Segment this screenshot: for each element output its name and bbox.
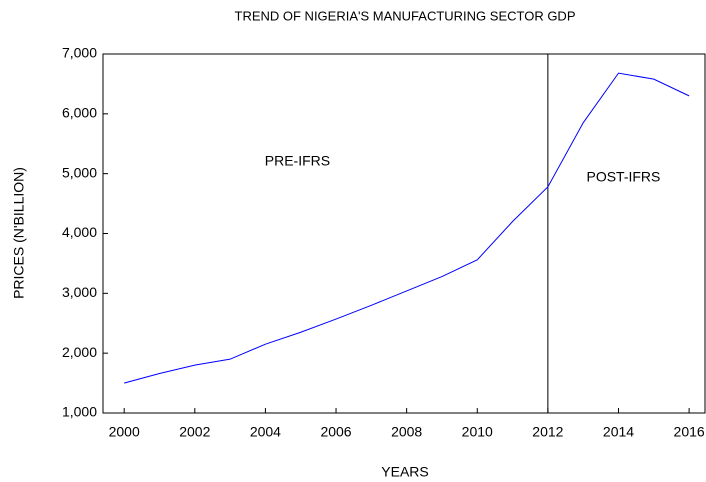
y-tick-label: 2,000 <box>62 344 97 360</box>
chart-title: TREND OF NIGERIA'S MANUFACTURING SECTOR … <box>235 8 576 23</box>
annotation: PRE-IFRS <box>265 153 330 169</box>
x-tick-label: 2000 <box>109 424 140 440</box>
x-tick-label: 2014 <box>603 424 634 440</box>
x-tick-label: 2010 <box>462 424 493 440</box>
y-tick-label: 4,000 <box>62 224 97 240</box>
annotation: POST-IFRS <box>586 169 660 185</box>
y-tick-label: 1,000 <box>62 404 97 420</box>
y-axis-label: PRICES (N'BILLION) <box>11 167 27 299</box>
y-tick-label: 7,000 <box>62 45 97 61</box>
plot-frame <box>102 53 706 414</box>
x-tick-label: 2012 <box>532 424 563 440</box>
y-tick-label: 6,000 <box>62 105 97 121</box>
data-line <box>124 72 690 384</box>
x-tick-label: 2002 <box>179 424 210 440</box>
x-axis-label: YEARS <box>381 464 428 480</box>
x-tick-label: 2016 <box>674 424 705 440</box>
x-tick-label: 2004 <box>250 424 281 440</box>
y-tick-label: 5,000 <box>62 164 97 180</box>
x-tick-label: 2008 <box>391 424 422 440</box>
y-tick-label: 3,000 <box>62 284 97 300</box>
x-tick-label: 2006 <box>320 424 351 440</box>
